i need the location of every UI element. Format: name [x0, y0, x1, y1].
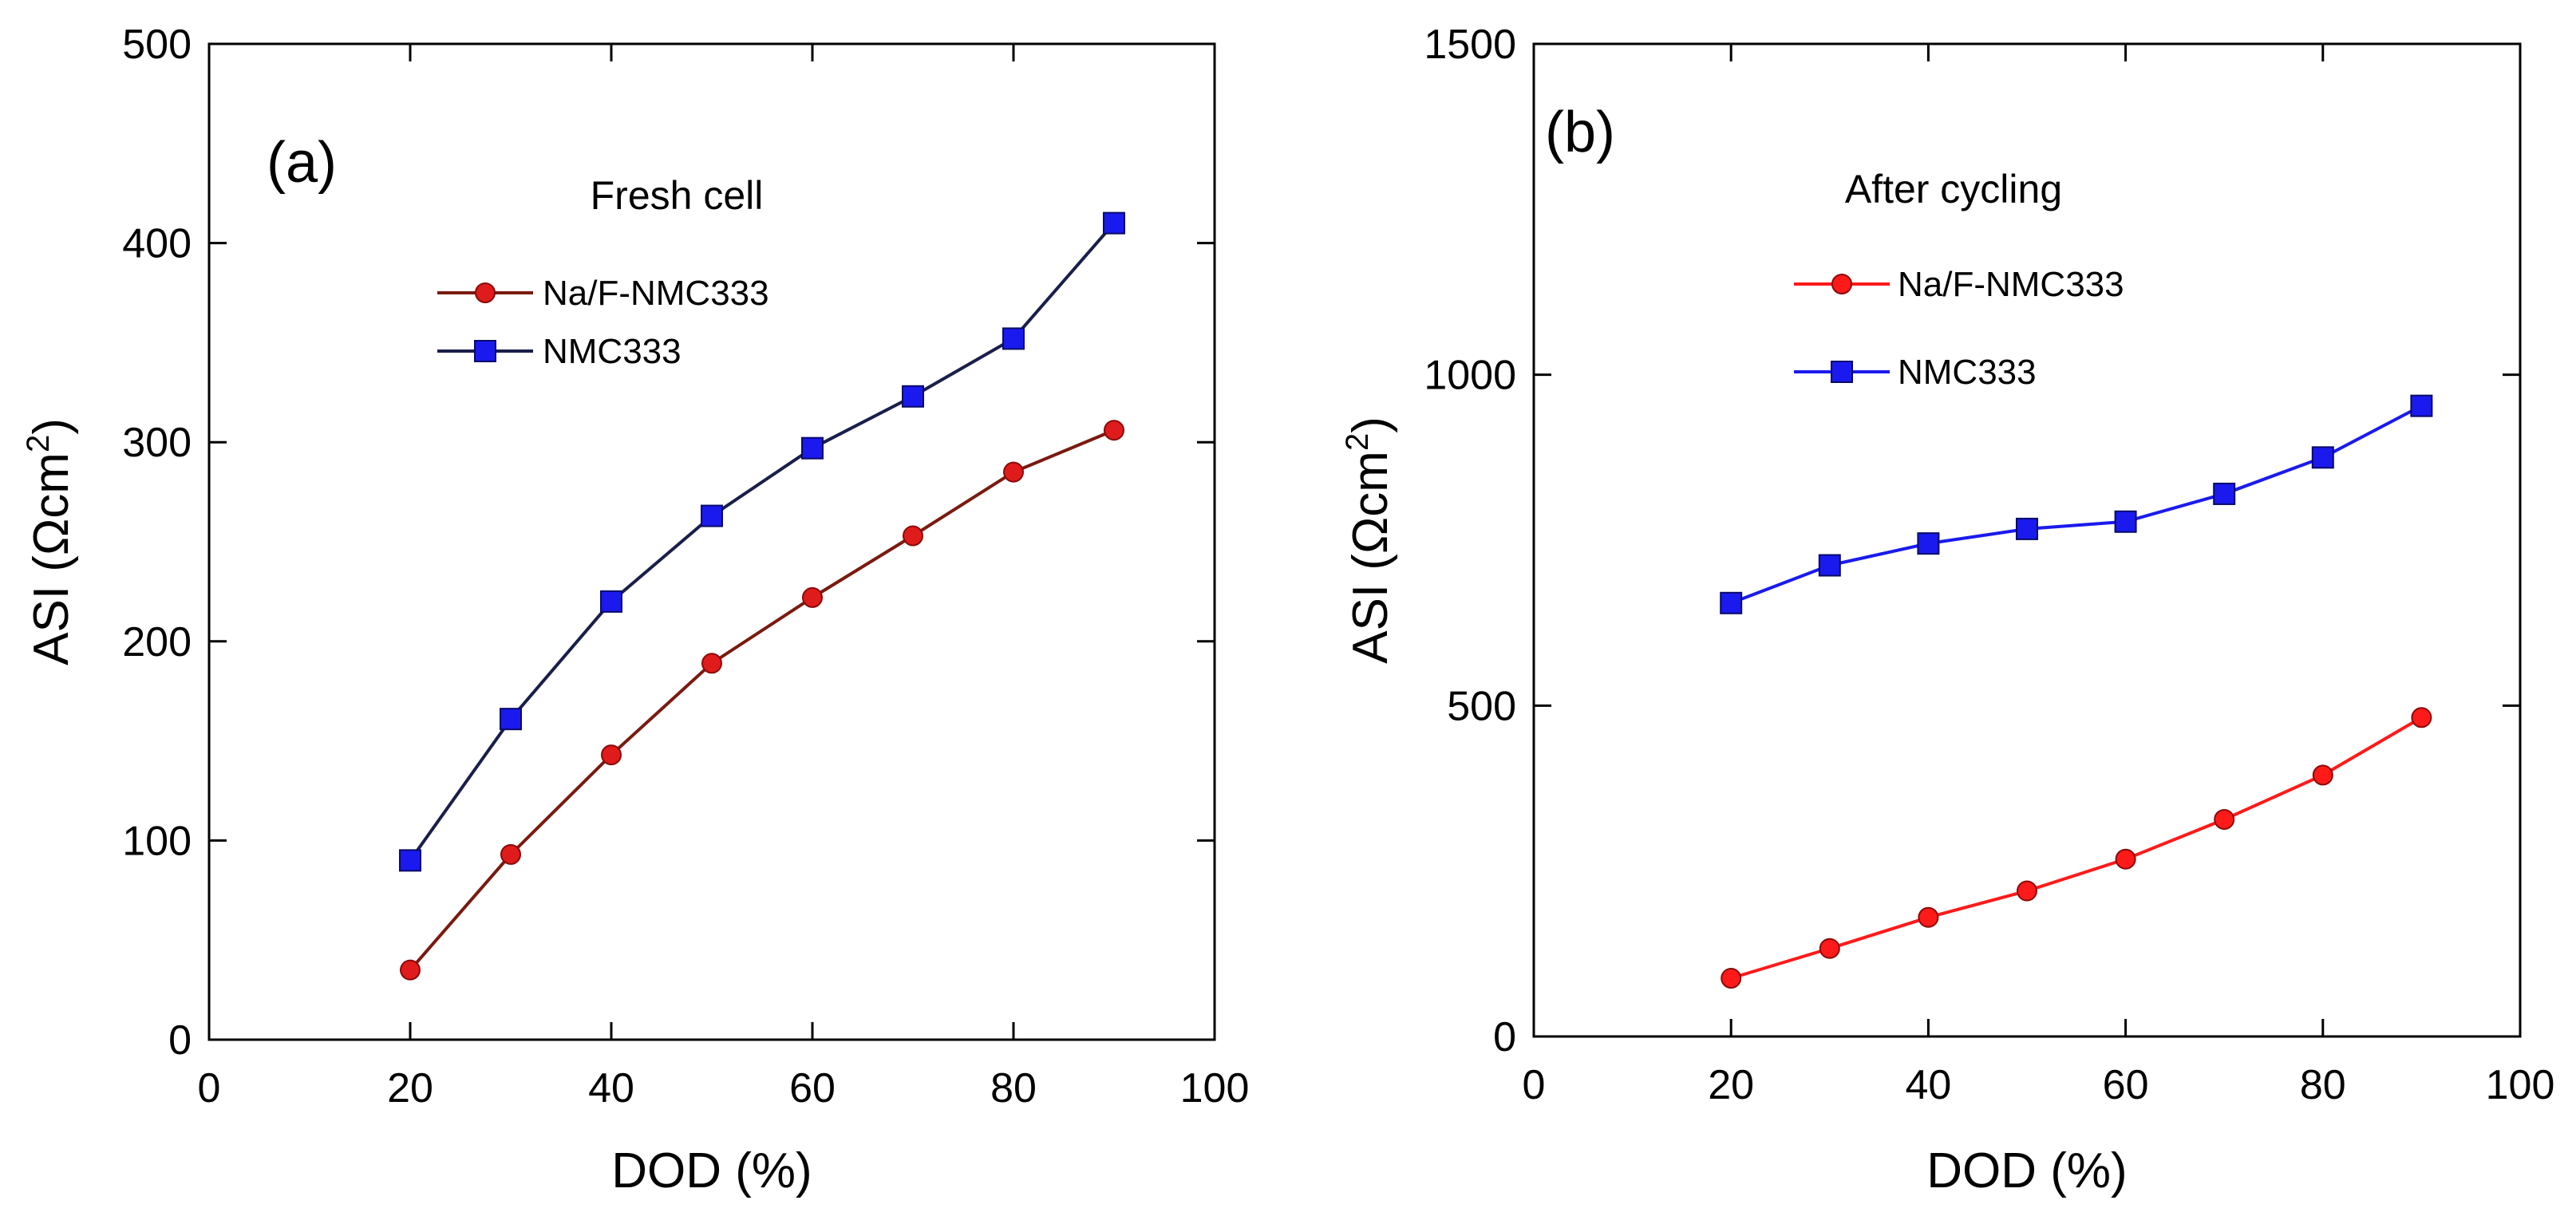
data-point: [1721, 968, 1742, 989]
series-nmc333: [399, 211, 1125, 872]
y-axis-title-close: ): [24, 418, 79, 435]
data-point: [1104, 420, 1124, 441]
x-tick-label: 60: [2103, 1062, 2149, 1108]
data-point: [1002, 327, 1025, 350]
legend-marker: [1831, 361, 1853, 383]
data-point: [399, 849, 421, 872]
data-point: [600, 590, 622, 613]
x-tick-label: 40: [1905, 1062, 1951, 1108]
data-point: [601, 744, 622, 766]
x-tick-label: 80: [2300, 1062, 2346, 1108]
data-point: [400, 959, 421, 981]
series-nmc333: [1720, 394, 2433, 614]
legend-marker: [475, 282, 496, 303]
y-axis-title-main: ASI (Ωcm: [1343, 451, 1398, 664]
data-point: [701, 653, 722, 674]
y-tick-label: 200: [122, 619, 192, 665]
y-tick-label: 1500: [1424, 22, 1516, 68]
plot-frame: [1532, 42, 2522, 1038]
data-point: [1917, 532, 1940, 555]
data-point: [1720, 591, 1743, 614]
data-point: [2016, 517, 2038, 540]
x-tick-label: 80: [990, 1065, 1037, 1111]
data-point: [1819, 938, 1840, 959]
x-tick-label: 20: [1708, 1062, 1754, 1108]
y-tick-label: 0: [1493, 1014, 1516, 1060]
legend-label: NMC333: [1898, 353, 2037, 392]
x-tick-label: 40: [588, 1065, 634, 1111]
panel-label: (b): [1545, 101, 1615, 164]
series-line: [409, 428, 1115, 971]
y-tick-label: 500: [122, 22, 192, 68]
data-point: [903, 525, 923, 547]
series-na-f-nmc333: [400, 420, 1124, 981]
y-axis-title: ASI (Ωcm2): [21, 418, 79, 665]
data-point: [2312, 764, 2333, 786]
x-tick-label: 100: [2486, 1062, 2555, 1108]
panel-label: (a): [267, 131, 337, 195]
y-axis-title: ASI (Ωcm2): [1340, 417, 1398, 664]
x-tick-label: 0: [198, 1065, 221, 1111]
data-point: [2311, 446, 2334, 469]
y-axis-title-sup: 2: [21, 435, 56, 452]
series-na-f-nmc333: [1721, 707, 2432, 989]
data-point: [2017, 880, 2037, 902]
data-point: [2410, 394, 2433, 417]
legend-marker: [474, 340, 496, 362]
series-line: [1730, 716, 2423, 980]
x-tick-label: 0: [1523, 1062, 1546, 1108]
data-point: [2214, 808, 2235, 830]
data-point: [2411, 707, 2432, 728]
data-point: [802, 586, 823, 608]
y-axis-title-main: ASI (Ωcm: [24, 452, 79, 665]
data-point: [1918, 906, 1939, 928]
series-line: [1730, 404, 2423, 605]
data-point: [1003, 461, 1024, 483]
legend-label: NMC333: [543, 332, 682, 371]
data-point: [2114, 510, 2137, 533]
data-point: [2213, 482, 2236, 505]
data-point: [701, 504, 723, 527]
x-axis-title: DOD (%): [1926, 1143, 2127, 1198]
data-point: [1818, 554, 1841, 577]
x-tick-label: 100: [1180, 1065, 1250, 1111]
chart-subtitle: After cycling: [1845, 167, 2062, 211]
chart-subtitle: Fresh cell: [591, 173, 764, 218]
data-point: [500, 708, 522, 731]
x-tick-label: 20: [387, 1065, 433, 1111]
data-point: [902, 385, 924, 408]
data-point: [500, 843, 521, 865]
plot-frame: [207, 42, 1216, 1041]
y-tick-label: 400: [122, 221, 192, 267]
data-point: [1103, 211, 1125, 235]
x-axis-title: DOD (%): [611, 1143, 812, 1198]
y-tick-label: 1000: [1424, 353, 1516, 399]
legend-label: Na/F-NMC333: [543, 274, 769, 313]
legend-marker: [1831, 274, 1852, 294]
y-tick-label: 500: [1447, 683, 1516, 729]
chart-panel-a: 0 20 40 60 80 100 0 100 200 300 400 500 DOD (%) ASI (…: [21, 22, 1249, 1198]
y-axis-title-sup: 2: [1340, 433, 1375, 451]
x-tick-label: 60: [789, 1065, 836, 1111]
y-tick-label: 0: [168, 1017, 192, 1064]
series-line: [409, 222, 1116, 862]
y-tick-label: 300: [122, 420, 192, 466]
data-point: [801, 436, 824, 460]
y-axis-title-close: ): [1343, 417, 1398, 433]
legend-label: Na/F-NMC333: [1898, 265, 2124, 304]
data-point: [2115, 848, 2136, 870]
y-tick-label: 100: [122, 818, 192, 864]
